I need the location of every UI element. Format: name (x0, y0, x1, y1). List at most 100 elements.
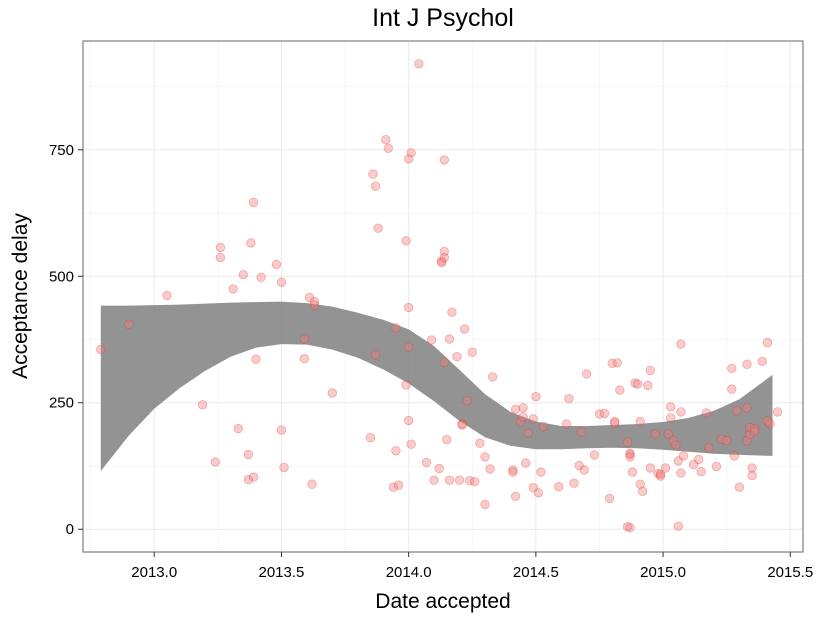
data-point (673, 521, 684, 531)
data-point (299, 334, 310, 344)
data-point (327, 388, 338, 398)
data-point (465, 476, 475, 486)
x-tick-label: 2014.5 (513, 564, 559, 581)
data-point (381, 134, 391, 145)
data-point (251, 354, 261, 364)
data-point (579, 465, 589, 475)
data-point (625, 523, 635, 533)
data-point (197, 400, 208, 410)
data-point (518, 403, 528, 413)
data-point (727, 363, 737, 374)
data-point (256, 272, 266, 283)
data-point (391, 446, 401, 456)
data-point (462, 396, 472, 406)
data-point (406, 148, 416, 158)
data-point (625, 448, 635, 459)
data-point (645, 365, 656, 376)
data-point (722, 436, 732, 446)
data-point (442, 435, 452, 445)
data-point (615, 385, 625, 395)
data-point (404, 302, 414, 313)
data-point (510, 404, 521, 415)
data-point (666, 413, 676, 423)
data-point (604, 493, 615, 504)
data-point (429, 475, 439, 485)
x-tick-label: 2013.0 (131, 564, 177, 581)
data-point (459, 324, 470, 334)
data-point (528, 483, 539, 493)
data-point (271, 259, 282, 270)
data-point (444, 475, 455, 485)
data-point (704, 443, 714, 453)
data-point (732, 406, 742, 416)
data-point (243, 475, 254, 485)
data-point (727, 384, 737, 394)
x-tick-label: 2014.0 (386, 564, 432, 581)
data-point (663, 429, 673, 439)
data-point (762, 337, 773, 348)
data-point (660, 463, 671, 473)
data-point (276, 425, 287, 435)
data-point (747, 463, 757, 473)
data-point (589, 450, 600, 460)
data-point (457, 419, 467, 429)
y-axis-title: Acceptance delay (9, 213, 32, 379)
data-point (246, 238, 256, 248)
data-point (655, 469, 666, 479)
data-point (645, 463, 656, 473)
x-axis-title: Date accepted (375, 590, 510, 613)
data-point (696, 466, 706, 477)
y-tick-label: 250 (49, 395, 74, 412)
data-point (762, 416, 773, 426)
data-point (632, 379, 643, 389)
data-point (666, 402, 676, 412)
data-point (750, 424, 760, 434)
data-point (650, 429, 661, 439)
data-point (475, 438, 485, 448)
data-point (521, 458, 531, 468)
data-point (538, 421, 549, 432)
chart-title: Int J Psychol (372, 4, 514, 32)
x-tick-label: 2013.5 (258, 564, 304, 581)
data-point (309, 300, 320, 310)
data-point (401, 236, 411, 246)
data-point (643, 380, 653, 391)
data-point (607, 358, 617, 369)
data-point (487, 372, 498, 382)
data-point (480, 452, 490, 462)
data-point (439, 252, 450, 263)
data-point (554, 482, 564, 492)
data-point (454, 475, 465, 485)
data-point (574, 460, 584, 471)
data-point (729, 451, 740, 461)
confidence-band (100, 301, 773, 471)
data-point (370, 350, 381, 360)
data-point (210, 457, 221, 467)
data-point (309, 296, 320, 307)
data-point (485, 464, 495, 474)
data-point (96, 344, 106, 355)
y-tick-label: 0 (66, 521, 74, 538)
data-point (744, 422, 755, 433)
data-point (676, 339, 686, 349)
x-tick-label: 2015.0 (640, 564, 686, 581)
data-point (457, 420, 467, 430)
data-point (569, 478, 579, 488)
plot-border (82, 40, 804, 553)
data-point (744, 429, 755, 440)
data-point (577, 427, 587, 437)
data-point (233, 423, 243, 434)
data-point (480, 499, 490, 510)
data-point (508, 467, 518, 477)
data-point (765, 418, 775, 429)
data-point (304, 292, 315, 303)
data-point (414, 59, 424, 69)
data-point (444, 334, 455, 344)
x-tick-label: 2015.5 (767, 564, 813, 581)
data-point (638, 486, 648, 497)
data-point (676, 407, 686, 417)
data-point (508, 465, 518, 475)
data-point (635, 479, 645, 489)
y-tick-label: 500 (49, 268, 74, 285)
